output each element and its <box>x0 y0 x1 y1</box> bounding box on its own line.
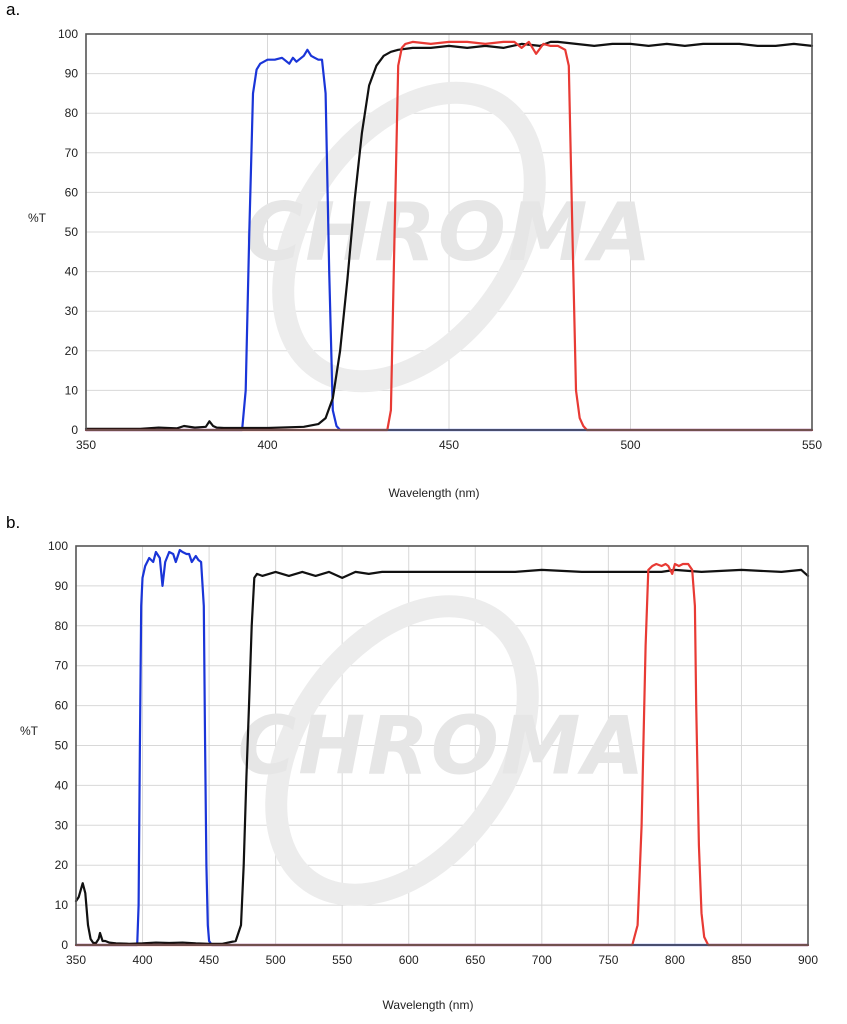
x-tick-label: 550 <box>332 953 352 967</box>
x-tick-label: 400 <box>133 953 153 967</box>
x-axis-label: Wavelength (nm) <box>383 998 474 1012</box>
y-tick-label: 50 <box>65 225 79 239</box>
watermark-swoosh <box>265 595 539 906</box>
x-tick-label: 850 <box>731 953 751 967</box>
y-tick-label: 0 <box>61 938 68 952</box>
chart-a: CHROMA 350 400 450 500 550 0 10 20 30 40 50 60 70 80… <box>28 27 822 500</box>
y-tick-label: 80 <box>65 106 79 120</box>
x-tick-label: 500 <box>266 953 286 967</box>
x-tick-label: 650 <box>465 953 485 967</box>
plot-frame <box>85 33 813 431</box>
y-tick-label: 40 <box>55 778 69 792</box>
x-tick-label: 450 <box>199 953 219 967</box>
y-axis-label: %T <box>20 724 39 738</box>
chroma-watermark: CHROMA <box>238 595 647 906</box>
y-tick-label: 20 <box>55 858 69 872</box>
series-line-2 <box>84 40 814 432</box>
y-tick-label: 10 <box>65 383 79 397</box>
y-tick-label: 90 <box>65 67 79 81</box>
series-line-2 <box>74 562 810 947</box>
y-tick-label: 70 <box>55 659 69 673</box>
x-tick-label: 500 <box>620 438 640 452</box>
y-axis-label: %T <box>28 211 47 225</box>
y-tick-label: 10 <box>55 898 69 912</box>
y-tick-label: 50 <box>55 739 69 753</box>
panel-label-b: b. <box>6 513 21 532</box>
x-tick-label: 700 <box>532 953 552 967</box>
x-tick-label: 350 <box>66 953 86 967</box>
panel-label-a: a. <box>6 0 21 19</box>
x-tick-label: 450 <box>439 438 459 452</box>
x-tick-label: 600 <box>399 953 419 967</box>
x-tick-label: 550 <box>802 438 822 452</box>
x-tick-label: 900 <box>798 953 818 967</box>
y-tick-label: 80 <box>55 619 69 633</box>
y-tick-label: 70 <box>65 146 79 160</box>
x-tick-label: 350 <box>76 438 96 452</box>
x-axis-label: Wavelength (nm) <box>389 486 480 500</box>
y-tick-label: 90 <box>55 579 69 593</box>
watermark-text: CHROMA <box>245 186 654 279</box>
y-tick-label: 100 <box>58 27 78 41</box>
series-line-0 <box>84 48 814 432</box>
plot-frame <box>75 545 809 946</box>
y-tick-label: 0 <box>71 423 78 437</box>
watermark-swoosh <box>272 81 546 393</box>
y-tick-label: 30 <box>65 304 79 318</box>
x-tick-label: 800 <box>665 953 685 967</box>
x-tick-label: 400 <box>257 438 277 452</box>
y-tick-label: 20 <box>65 344 79 358</box>
chart-b: CHROMA 350 400 450 500 550 600 650 700 750 800 850… <box>20 539 818 1012</box>
series-line-1 <box>84 40 814 430</box>
x-tick-label: 750 <box>598 953 618 967</box>
y-tick-label: 30 <box>55 818 69 832</box>
y-tick-label: 40 <box>65 265 79 279</box>
y-tick-label: 100 <box>48 539 68 553</box>
y-tick-label: 60 <box>55 699 69 713</box>
series-line-0 <box>74 548 810 947</box>
watermark-text: CHROMA <box>238 700 647 793</box>
chroma-watermark: CHROMA <box>245 81 654 393</box>
y-tick-label: 60 <box>65 185 79 199</box>
series-line-1 <box>74 568 810 945</box>
